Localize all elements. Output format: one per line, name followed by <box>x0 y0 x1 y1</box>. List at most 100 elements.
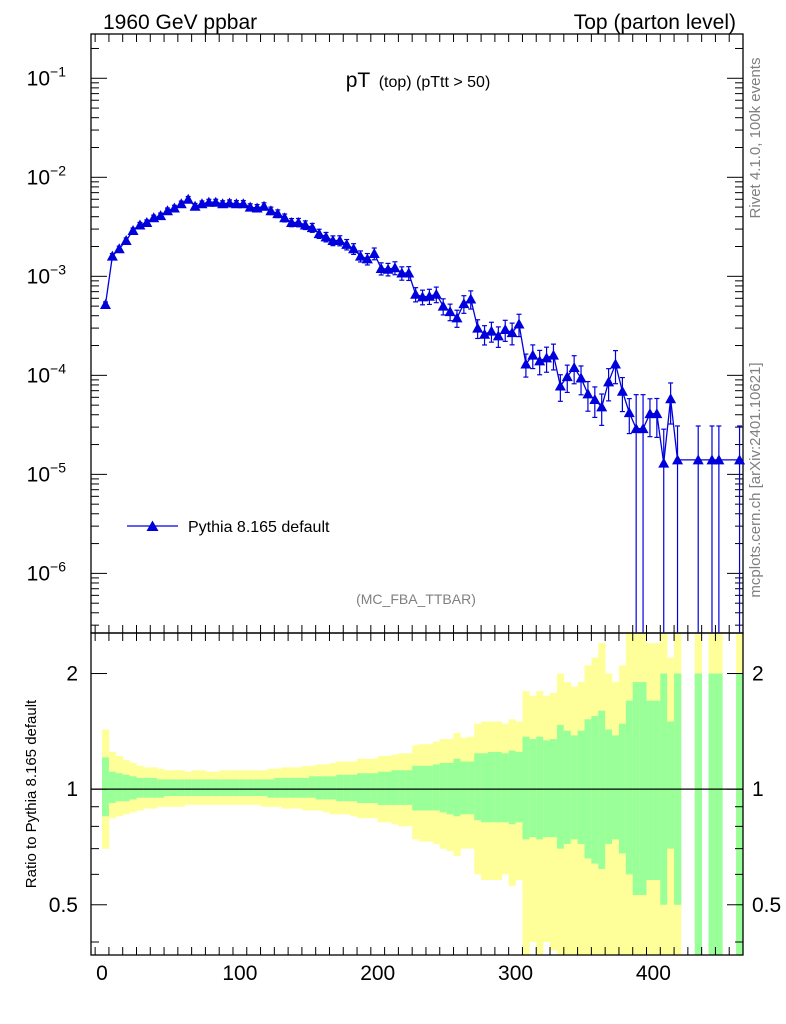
ratio-xtick-label: 400 <box>636 962 671 985</box>
data-point-marker <box>444 306 456 317</box>
data-point-marker <box>596 401 608 412</box>
ratio-band-inner-bin <box>646 700 654 881</box>
ratio-band-inner-bin <box>481 753 489 823</box>
ratio-band-inner-bin <box>550 739 558 838</box>
data-point-marker <box>120 235 132 246</box>
data-point-marker <box>106 250 118 261</box>
ratio-ytick-label-right: 2 <box>752 663 764 686</box>
ratio-band-inner-bin <box>577 730 585 844</box>
data-point-marker <box>348 243 360 254</box>
data-point-marker <box>141 216 153 227</box>
ratio-band-inner-bin <box>625 700 634 875</box>
ratio-band-inner-bin <box>239 779 248 796</box>
main-ytick-label: 10−2 <box>27 162 67 189</box>
data-point-marker <box>272 208 284 219</box>
data-point-marker <box>637 423 649 434</box>
ratio-band-inner-bin <box>343 774 351 802</box>
data-point-marker <box>437 300 449 311</box>
ratio-band-inner-bin <box>391 770 399 805</box>
data-point-marker <box>341 238 353 249</box>
ratio-band-inner-bin <box>363 773 372 804</box>
ratio-band-inner-bin <box>508 750 516 825</box>
main-ytick-label-base: 10 <box>27 562 50 585</box>
ratio-band-inner-bin <box>494 751 503 823</box>
data-point-marker <box>313 228 325 239</box>
data-point-marker <box>499 324 511 335</box>
ratio-bands <box>91 633 744 955</box>
data-point-marker <box>465 293 477 304</box>
ratio-band-inner-bin <box>529 739 537 838</box>
ratio-band-inner-bin <box>219 779 227 796</box>
ratio-band-inner-bin <box>377 771 385 805</box>
ratio-band-inner-bin <box>322 776 330 800</box>
ratio-ytick-label-right: 0.5 <box>752 894 781 917</box>
ratio-band-inner-bin <box>246 779 254 796</box>
data-point-marker <box>134 219 146 230</box>
ratio-band-inner-bin <box>226 779 234 796</box>
data-point-marker <box>609 358 621 369</box>
data-point-marker <box>127 225 139 236</box>
ratio-axis-ticks: 0.5 0.5 1 1 2 2 0 100 200 300 400 <box>49 633 781 985</box>
ratio-band-inner-bin <box>164 779 172 796</box>
ratio-band-inner-bin <box>425 765 434 811</box>
ratio-band-inner-bin <box>336 774 344 802</box>
data-point-marker <box>520 358 532 369</box>
data-point-marker <box>375 262 387 273</box>
ratio-band-inner-bin <box>667 721 675 849</box>
data-point-marker <box>547 349 559 360</box>
data-point-marker <box>155 210 167 221</box>
energy-label: 1960 GeV ppbar <box>103 11 257 34</box>
data-point-marker <box>237 198 249 209</box>
ratio-band-inner-bin <box>308 776 316 798</box>
ratio-band-inner-bin <box>598 710 606 869</box>
ratio-xtick-label: 100 <box>222 962 257 985</box>
data-point-marker <box>320 231 332 242</box>
ratio-band-inner-bin <box>474 753 482 821</box>
legend: Pythia 8.165 default <box>127 519 330 536</box>
ratio-band-inner-bin <box>515 751 523 823</box>
data-point-marker <box>603 376 615 387</box>
data-point-marker <box>99 298 111 309</box>
data-point-marker <box>706 454 718 465</box>
data-point-marker <box>492 330 504 341</box>
analysis-watermark: (MC_FBA_TTBAR) <box>356 591 476 607</box>
data-point-marker <box>541 352 553 363</box>
ratio-band-inner-bin <box>370 773 379 804</box>
ratio-band-inner-bin <box>301 777 310 798</box>
data-point-marker <box>327 235 339 246</box>
ratio-xtick-label: 300 <box>498 962 533 985</box>
ratio-band-inner-bin <box>384 771 392 805</box>
main-ytick-label: 10−1 <box>27 63 67 90</box>
main-ytick-label-exponent: −6 <box>50 558 66 574</box>
data-point-marker <box>230 198 242 209</box>
ratio-band-inner-bin <box>357 773 365 804</box>
ratio-band-inner-bin <box>591 716 599 864</box>
ratio-band-inner-bin <box>563 730 571 844</box>
ratio-band-inner-bin <box>398 770 406 805</box>
data-point-marker <box>561 371 573 382</box>
data-point-marker <box>554 380 566 391</box>
data-point-marker <box>203 196 215 207</box>
ratio-band-inner-bin <box>432 764 441 811</box>
data-point-marker <box>410 288 422 299</box>
ratio-band-inner-bin <box>522 736 530 840</box>
data-point-marker <box>734 454 746 465</box>
data-point-marker <box>485 325 497 336</box>
ratio-band-inner-bin <box>315 776 323 800</box>
data-point-marker <box>244 201 256 212</box>
data-point-marker <box>224 197 236 208</box>
data-point-marker <box>286 216 298 227</box>
data-point-marker <box>175 198 187 209</box>
main-ytick-label-exponent: −2 <box>50 162 66 178</box>
ratio-band-inner-bin <box>412 765 420 811</box>
main-ytick-label-base: 10 <box>27 364 50 387</box>
ratio-band-inner-bin <box>122 774 130 802</box>
data-point-marker <box>299 219 311 230</box>
data-point-marker <box>713 454 725 465</box>
main-ytick-label-exponent: −4 <box>50 360 66 376</box>
data-point-marker <box>292 216 304 227</box>
data-point-marker <box>513 318 525 329</box>
data-point-marker <box>616 385 628 396</box>
data-point-marker <box>396 267 408 278</box>
